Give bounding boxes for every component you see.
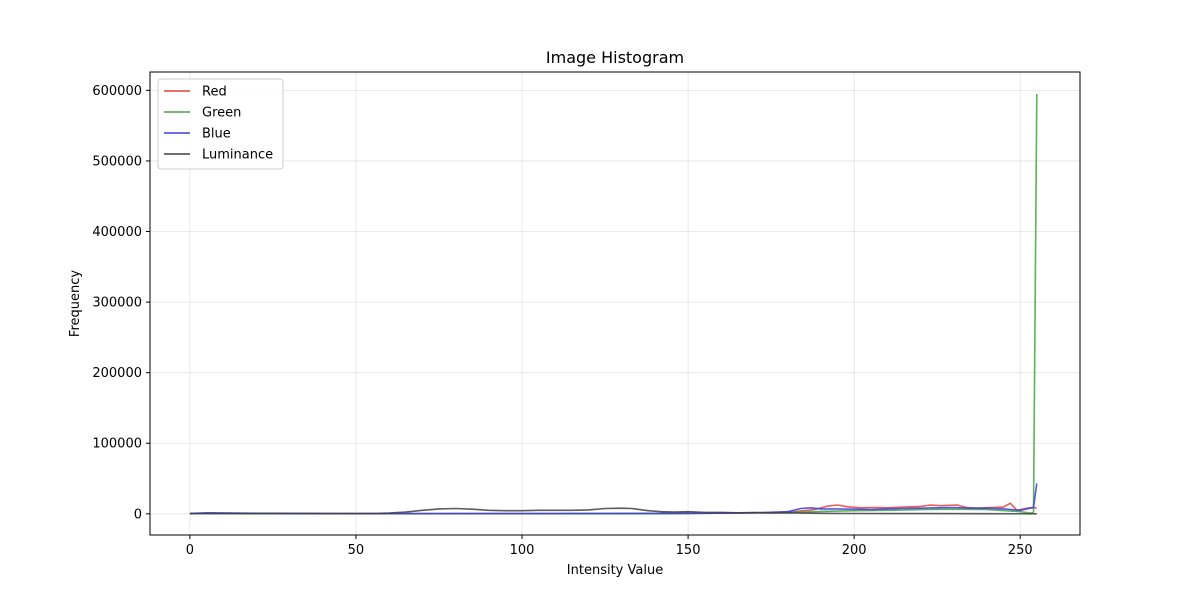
y-tick-label: 600000 xyxy=(92,84,142,99)
y-tick-label: 0 xyxy=(134,507,142,522)
legend-label-blue: Blue xyxy=(202,127,231,142)
x-tick-label: 200 xyxy=(842,543,867,558)
y-tick-label: 200000 xyxy=(92,366,142,381)
series-line-blue xyxy=(189,483,1038,515)
series-line-luminance xyxy=(189,507,1037,515)
x-tick-label: 0 xyxy=(186,543,194,558)
y-tick-label: 100000 xyxy=(92,437,142,452)
legend: Red Green Blue Luminance xyxy=(157,78,284,170)
tick-layer: 0 50 100 150 200 250 0 100000 200000 300000 400000… xyxy=(92,84,1032,558)
series-layer xyxy=(189,93,1038,515)
x-axis-label: Intensity Value xyxy=(567,563,663,578)
legend-label-luminance: Luminance xyxy=(202,148,273,163)
legend-label-red: Red xyxy=(202,85,227,100)
y-tick-label: 400000 xyxy=(92,225,142,240)
x-tick-label: 150 xyxy=(676,543,701,558)
plot-frame xyxy=(149,71,1081,536)
x-tick-label: 50 xyxy=(348,543,365,558)
y-axis-label: Frequency xyxy=(68,270,83,337)
legend-label-green: Green xyxy=(202,106,241,121)
x-tick-label: 250 xyxy=(1008,543,1033,558)
y-tick-label: 500000 xyxy=(92,154,142,169)
x-tick-label: 100 xyxy=(510,543,535,558)
legend-box xyxy=(157,78,284,170)
y-tick-label: 300000 xyxy=(92,296,142,311)
chart-title: Image Histogram xyxy=(546,48,684,67)
